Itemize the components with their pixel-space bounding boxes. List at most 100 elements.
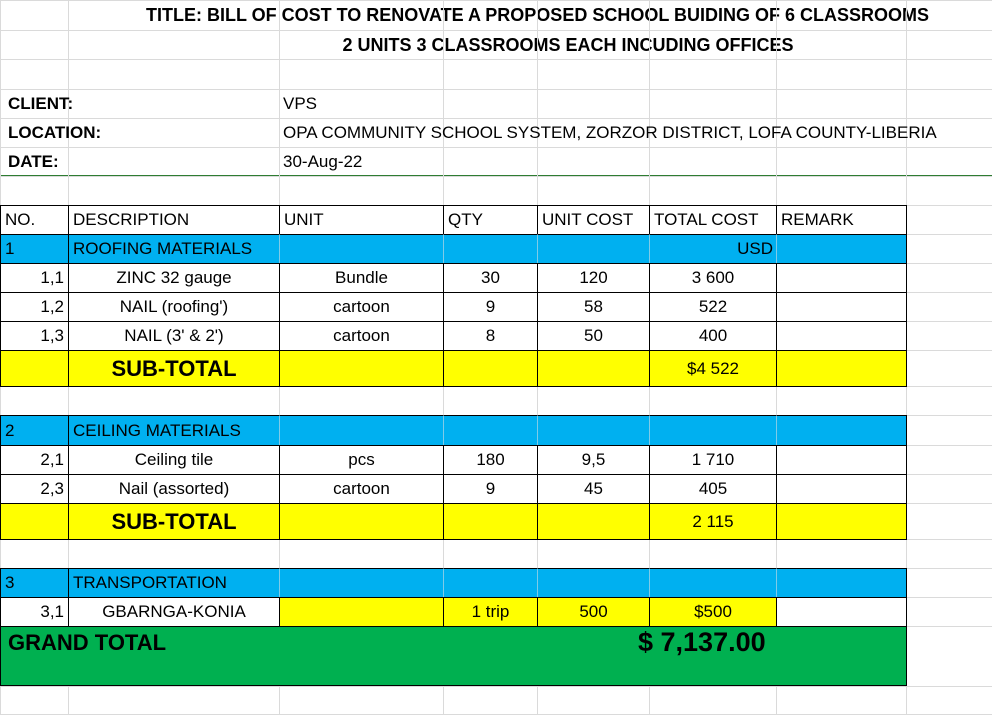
column-header: DESCRIPTION: [68, 205, 280, 235]
section-cell: [537, 234, 650, 264]
grid-line: [0, 30, 992, 31]
item-cell: [776, 445, 907, 475]
item-cell: 1 trip: [443, 597, 538, 627]
section-cell: [279, 415, 444, 446]
subtotal-cell: [537, 350, 650, 387]
section-cell: TRANSPORTATION: [68, 568, 280, 598]
section-cell: [443, 415, 538, 446]
section-cell: [649, 415, 777, 446]
item-cell: 1,2: [0, 292, 69, 322]
item-cell: 3,1: [0, 597, 69, 627]
grid-line: [0, 59, 992, 60]
info-value: 30-Aug-22: [283, 152, 363, 171]
section-cell: [776, 234, 907, 264]
grid-line: [0, 176, 992, 177]
subtotal-cell: [443, 503, 538, 540]
subtotal-cell: [776, 503, 907, 540]
column-header: NO.: [0, 205, 69, 235]
title-line: 2 UNITS 3 CLASSROOMS EACH INCUDING OFFIC…: [342, 35, 794, 55]
subtotal-cell: [0, 350, 69, 387]
item-cell: [776, 474, 907, 504]
item-cell: 50: [537, 321, 650, 351]
section-cell: 2: [0, 415, 69, 446]
grand-total-label: GRAND TOTAL: [8, 630, 167, 655]
item-cell: 9,5: [537, 445, 650, 475]
section-cell: [279, 568, 444, 598]
grand-total-amount: $ 7,137.00: [638, 627, 766, 657]
item-cell: 9: [443, 292, 538, 322]
item-cell: cartoon: [279, 474, 444, 504]
item-cell: 2,1: [0, 445, 69, 475]
section-cell: ROOFING MATERIALS: [68, 234, 280, 264]
subtotal-cell: [0, 503, 69, 540]
item-cell: 3 600: [649, 263, 777, 293]
subtotal-cell: [776, 350, 907, 387]
section-cell: [776, 568, 907, 598]
column-header: UNIT: [279, 205, 444, 235]
item-cell: Ceiling tile: [68, 445, 280, 475]
item-cell: pcs: [279, 445, 444, 475]
section-cell: [776, 415, 907, 446]
grid-line: [0, 0, 992, 1]
section-cell: [443, 234, 538, 264]
item-cell: 58: [537, 292, 650, 322]
section-cell: [649, 568, 777, 598]
item-cell: 500: [537, 597, 650, 627]
subtotal-cell: [279, 503, 444, 540]
item-cell: 1,1: [0, 263, 69, 293]
section-cell: [537, 415, 650, 446]
item-cell: 400: [649, 321, 777, 351]
item-cell: 405: [649, 474, 777, 504]
item-cell: ZINC 32 gauge: [68, 263, 280, 293]
grid-line: [0, 118, 992, 119]
item-cell: $500: [649, 597, 777, 627]
grid-line: [0, 686, 992, 687]
info-label: DATE:: [8, 152, 59, 171]
item-cell: 522: [649, 292, 777, 322]
item-cell: NAIL (roofing'): [68, 292, 280, 322]
subtotal-cell: SUB-TOTAL: [68, 503, 280, 540]
section-cell: [279, 234, 444, 264]
item-cell: NAIL (3' & 2'): [68, 321, 280, 351]
item-cell: [776, 321, 907, 351]
subtotal-cell: [443, 350, 538, 387]
info-value: OPA COMMUNITY SCHOOL SYSTEM, ZORZOR DIST…: [283, 123, 937, 142]
item-cell: 9: [443, 474, 538, 504]
column-header: QTY: [443, 205, 538, 235]
item-cell: 45: [537, 474, 650, 504]
subtotal-cell: [279, 350, 444, 387]
grand-total-row: [0, 626, 907, 686]
section-cell: USD: [649, 234, 777, 264]
subtotal-cell: SUB-TOTAL: [68, 350, 280, 387]
item-cell: [776, 597, 907, 627]
item-cell: [776, 263, 907, 293]
info-value: VPS: [283, 94, 318, 113]
item-cell: 180: [443, 445, 538, 475]
item-cell: [279, 597, 444, 627]
item-cell: Nail (assorted): [68, 474, 280, 504]
section-cell: [537, 568, 650, 598]
section-cell: [443, 568, 538, 598]
grid-line: [0, 89, 992, 90]
item-cell: GBARNGA-KONIA: [68, 597, 280, 627]
column-header: TOTAL COST: [649, 205, 777, 235]
grid-line: [0, 147, 992, 148]
section-cell: 1: [0, 234, 69, 264]
subtotal-cell: 2 115: [649, 503, 777, 540]
item-cell: 1,3: [0, 321, 69, 351]
column-header: REMARK: [776, 205, 907, 235]
info-label: LOCATION:: [8, 123, 102, 142]
section-cell: 3: [0, 568, 69, 598]
item-cell: [776, 292, 907, 322]
item-cell: cartoon: [279, 292, 444, 322]
item-cell: Bundle: [279, 263, 444, 293]
column-header: UNIT COST: [537, 205, 650, 235]
item-cell: 2,3: [0, 474, 69, 504]
subtotal-cell: $4 522: [649, 350, 777, 387]
item-cell: 30: [443, 263, 538, 293]
item-cell: 120: [537, 263, 650, 293]
item-cell: 1 710: [649, 445, 777, 475]
item-cell: cartoon: [279, 321, 444, 351]
section-cell: CEILING MATERIALS: [68, 415, 280, 446]
